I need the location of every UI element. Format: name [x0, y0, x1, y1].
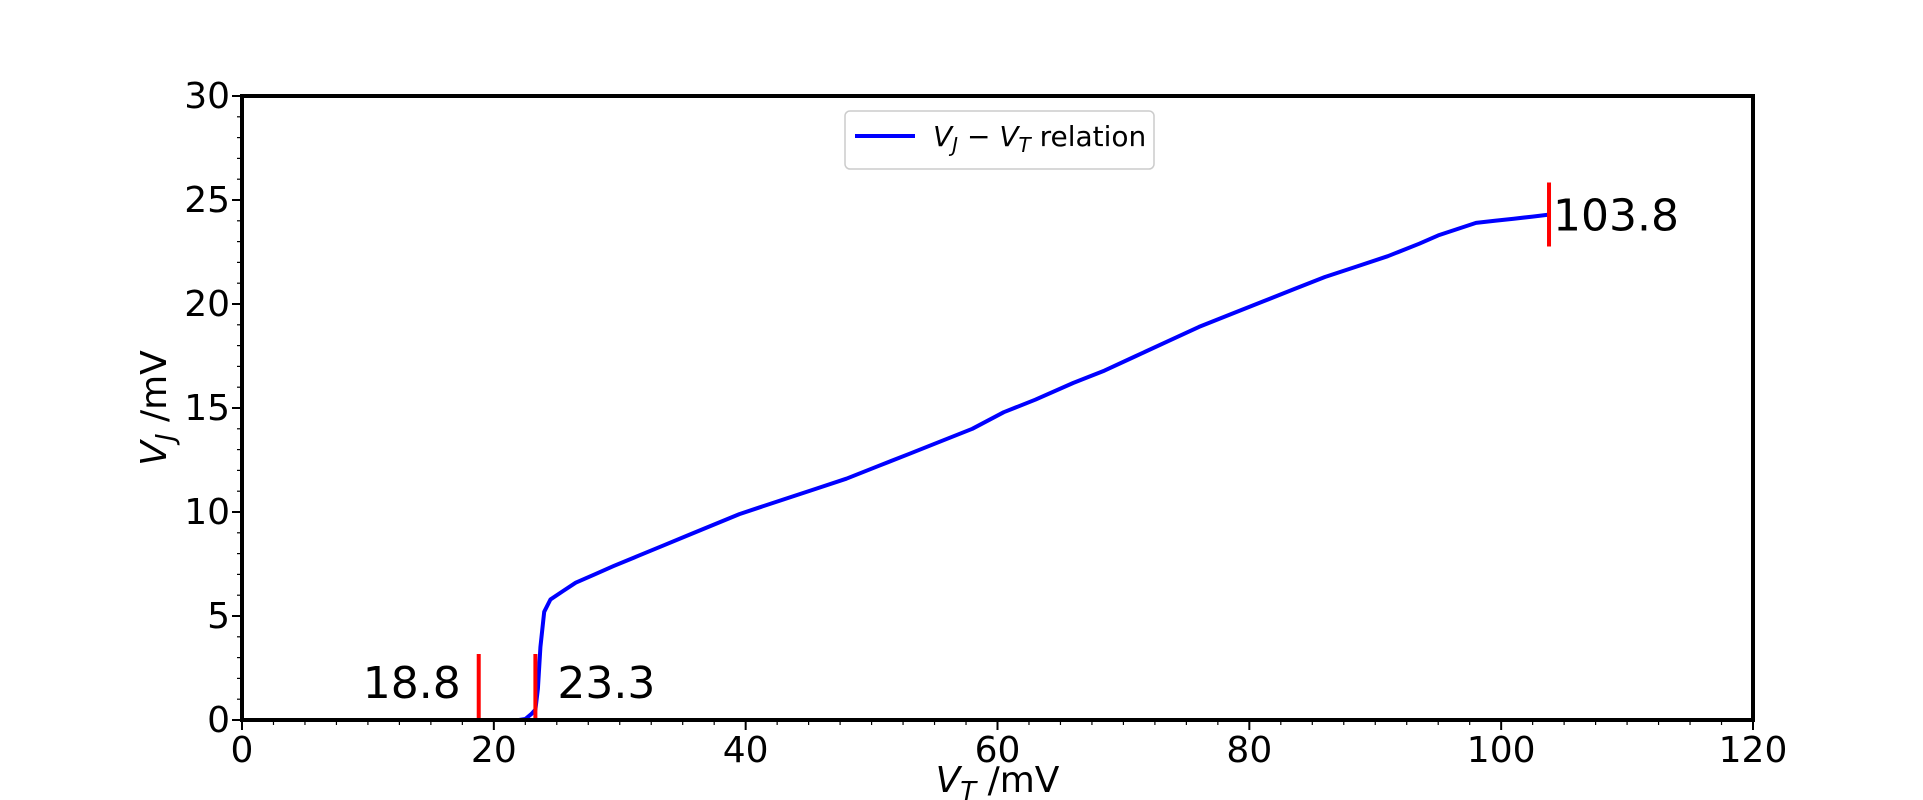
- plot-content: 18.8 23.3 103.8: [363, 182, 1679, 722]
- y-tick-label: 15: [184, 388, 230, 429]
- y-tick-label: 0: [207, 700, 230, 741]
- x-tick-label: 120: [1719, 730, 1788, 771]
- x-tick-label: 60: [975, 730, 1021, 771]
- x-tick-label: 0: [231, 730, 254, 771]
- x-tick-label: 100: [1467, 730, 1536, 771]
- annotation-label: 103.8: [1553, 191, 1679, 242]
- y-tick-label: 25: [184, 180, 230, 221]
- y-tick-label: 5: [207, 596, 230, 637]
- y-tick-label: 20: [184, 284, 230, 325]
- annotation-label: 18.8: [363, 658, 461, 709]
- x-axis-label: VT /mV: [936, 760, 1060, 800]
- y-tick-label: 30: [184, 76, 230, 117]
- x-tick-label: 80: [1226, 730, 1272, 771]
- legend-box: [844, 110, 1155, 170]
- plot-frame: [240, 94, 1755, 722]
- legend: VJ − VT relation: [844, 110, 1155, 170]
- y-axis-label: VJ /mV: [134, 350, 181, 466]
- axis-ticks: 0 20 40 60 80 100 120 0 5 10 15 20 25 30: [184, 76, 1787, 771]
- x-tick-label: 40: [723, 730, 769, 771]
- annotation-label: 23.3: [557, 658, 655, 709]
- x-tick-label: 20: [471, 730, 517, 771]
- series-line: [478, 212, 1550, 722]
- legend-entry-label: VJ − VT relation: [933, 120, 1146, 157]
- y-tick-label: 10: [184, 492, 230, 533]
